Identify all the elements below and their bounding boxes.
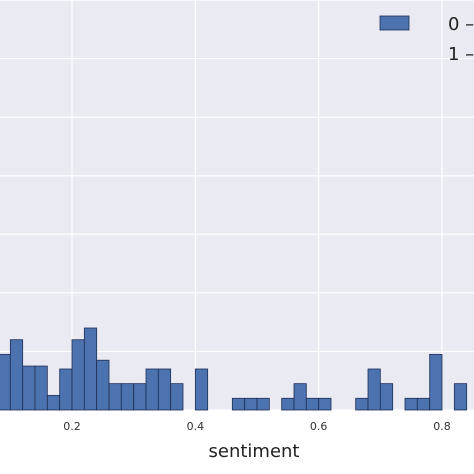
histogram-bar-13	[108, 383, 122, 411]
histogram-bar-35	[379, 383, 394, 411]
histogram-bar-28	[293, 383, 307, 411]
histogram-bar-6	[22, 365, 36, 411]
histogram-bar-30	[318, 397, 332, 411]
histogram-bar-34	[367, 368, 381, 411]
histogram-bar-18	[170, 383, 184, 411]
histogram-bar-33	[355, 397, 369, 411]
histogram-bar-5	[9, 339, 24, 411]
histogram-bar-9	[59, 368, 73, 411]
histogram-bar-12	[96, 359, 110, 411]
histogram-bar-10	[71, 339, 85, 411]
legend-label-0: 0 –	[448, 14, 474, 35]
histogram-bar-17	[157, 368, 172, 411]
histogram-bar-25	[256, 397, 270, 411]
x-tick-labels: 0.2 0.4 0.6 0.8	[63, 420, 451, 433]
legend-swatch-0	[379, 15, 410, 31]
x-tick-label-2: 0.6	[310, 420, 328, 433]
histogram-bar-38	[416, 397, 431, 411]
histogram-bar-37	[404, 397, 418, 411]
histogram-bar-29	[305, 397, 320, 411]
histogram-bar-27	[281, 397, 295, 411]
histogram-bar-15	[133, 383, 147, 411]
histogram-bar-39	[429, 353, 443, 411]
histogram-bars	[0, 327, 468, 411]
x-axis-label: sentiment	[209, 441, 300, 462]
histogram-bar-4	[0, 353, 11, 411]
x-tick-label-1: 0.4	[187, 420, 205, 433]
histogram-bar-41	[453, 383, 468, 411]
histogram-bar-23	[231, 397, 246, 411]
legend: 0 –1 –	[379, 14, 474, 65]
histogram-bar-14	[120, 383, 135, 411]
histogram-bar-11	[83, 327, 98, 411]
histogram-bar-7	[34, 365, 48, 411]
histogram-bar-8	[46, 394, 61, 411]
plot-background	[0, 0, 474, 410]
histogram-bar-24	[244, 397, 258, 411]
x-tick-label-3: 0.8	[433, 420, 451, 433]
x-tick-label-0: 0.2	[63, 420, 81, 433]
histogram-bar-20	[194, 368, 209, 411]
histogram-bar-16	[145, 368, 159, 411]
legend-label-1: 1 –	[448, 44, 474, 65]
